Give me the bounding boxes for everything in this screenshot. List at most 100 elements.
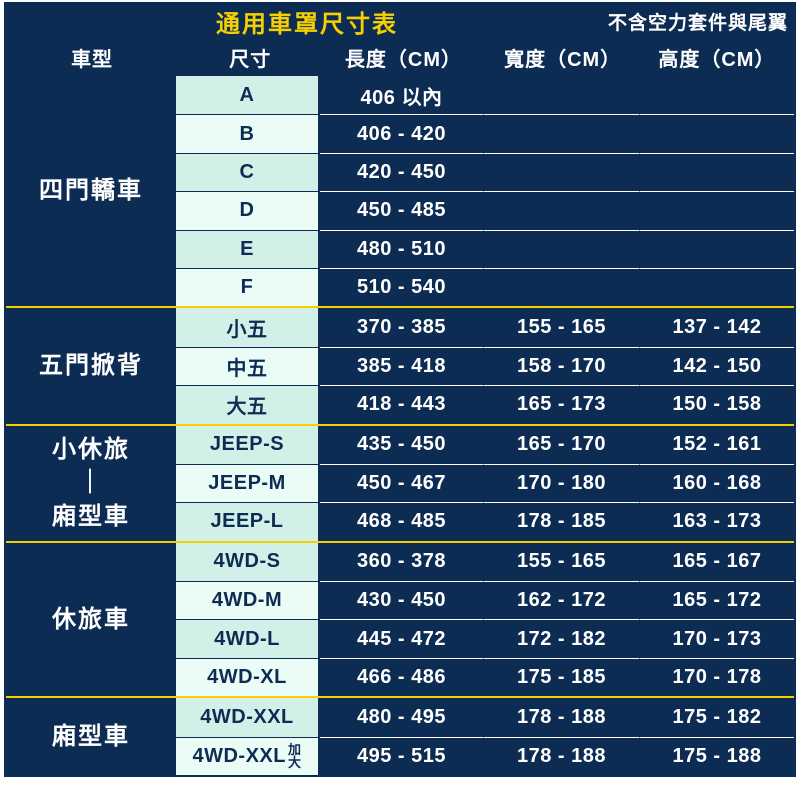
width-cell [484,76,640,114]
height-cell: 163 - 173 [640,502,794,540]
table-row: 4WD-XXL480 - 495178 - 188175 - 182 [176,698,794,736]
size-cell: 4WD-XXL [176,698,320,736]
table-row: 4WD-S360 - 378155 - 165165 - 167 [176,543,794,581]
width-cell [484,153,640,191]
length-cell: 420 - 450 [320,153,484,191]
rows-container: 4WD-S360 - 378155 - 165165 - 1674WD-M430… [176,543,794,697]
header-type: 車型 [6,38,179,76]
width-cell: 178 - 188 [484,737,640,775]
table-row: 小五370 - 385155 - 165137 - 142 [176,308,794,346]
table-row: A406 以內 [176,76,794,114]
length-cell: 418 - 443 [320,385,484,423]
height-cell: 165 - 167 [640,543,794,581]
table-row: E480 - 510 [176,230,794,268]
table-group: 四門轎車A406 以內B406 - 420C420 - 450D450 - 48… [6,76,794,306]
width-cell: 155 - 165 [484,543,640,581]
height-cell [640,191,794,229]
header-row: 車型 尺寸 長度（CM） 寬度（CM） 高度（CM） [6,38,794,76]
width-cell [484,230,640,268]
height-cell [640,114,794,152]
height-cell [640,153,794,191]
length-cell: 435 - 450 [320,426,484,464]
size-cell: A [176,76,320,114]
size-cell: C [176,153,320,191]
size-cell: 4WD-L [176,619,320,657]
height-cell: 170 - 173 [640,619,794,657]
table-title: 通用車罩尺寸表 [6,4,608,39]
table-group: 廂型車4WD-XXL480 - 495178 - 188175 - 1824WD… [6,696,794,775]
height-cell [640,268,794,306]
table-group: 五門掀背小五370 - 385155 - 165137 - 142中五385 -… [6,306,794,423]
size-cell: E [176,230,320,268]
table-row: JEEP-L468 - 485178 - 185163 - 173 [176,502,794,540]
rows-container: JEEP-S435 - 450165 - 170152 - 161JEEP-M4… [176,426,794,541]
table-row: 4WD-XXL加大495 - 515178 - 188175 - 188 [176,737,794,775]
title-row: 通用車罩尺寸表 不含空力套件與尾翼 [6,4,794,38]
type-cell: 四門轎車 [6,76,176,306]
header-length: 長度（CM） [322,38,485,76]
length-cell: 406 - 420 [320,114,484,152]
width-cell: 162 - 172 [484,581,640,619]
table-row: D450 - 485 [176,191,794,229]
height-cell: 175 - 182 [640,698,794,736]
rows-container: 4WD-XXL480 - 495178 - 188175 - 1824WD-XX… [176,698,794,775]
length-cell: 480 - 495 [320,698,484,736]
length-cell: 480 - 510 [320,230,484,268]
width-cell: 178 - 185 [484,502,640,540]
width-cell [484,268,640,306]
table-row: 4WD-L445 - 472172 - 182170 - 173 [176,619,794,657]
width-cell: 155 - 165 [484,308,640,346]
length-cell: 406 以內 [320,76,484,114]
length-cell: 510 - 540 [320,268,484,306]
height-cell: 142 - 150 [640,347,794,385]
table-row: C420 - 450 [176,153,794,191]
table-row: B406 - 420 [176,114,794,152]
length-cell: 450 - 467 [320,464,484,502]
height-cell: 165 - 172 [640,581,794,619]
size-cell: 大五 [176,385,320,423]
table-group: 小休旅｜廂型車JEEP-S435 - 450165 - 170152 - 161… [6,424,794,541]
table-row: 中五385 - 418158 - 170142 - 150 [176,347,794,385]
type-cell: 小休旅｜廂型車 [6,426,176,541]
table-row: 大五418 - 443165 - 173150 - 158 [176,385,794,423]
size-cell: 4WD-S [176,543,320,581]
width-cell: 175 - 185 [484,658,640,696]
table-group: 休旅車4WD-S360 - 378155 - 165165 - 1674WD-M… [6,541,794,697]
size-cell: 4WD-M [176,581,320,619]
height-cell: 170 - 178 [640,658,794,696]
size-cell: 4WD-XL [176,658,320,696]
length-cell: 450 - 485 [320,191,484,229]
table-row: 4WD-M430 - 450162 - 172165 - 172 [176,581,794,619]
table-row: F510 - 540 [176,268,794,306]
size-cell: JEEP-S [176,426,320,464]
table-row: JEEP-S435 - 450165 - 170152 - 161 [176,426,794,464]
size-cell: JEEP-M [176,464,320,502]
height-cell: 175 - 188 [640,737,794,775]
height-cell: 137 - 142 [640,308,794,346]
height-cell [640,230,794,268]
table-row: JEEP-M450 - 467170 - 180160 - 168 [176,464,794,502]
table-body: 四門轎車A406 以內B406 - 420C420 - 450D450 - 48… [6,76,794,775]
length-cell: 430 - 450 [320,581,484,619]
length-cell: 495 - 515 [320,737,484,775]
length-cell: 385 - 418 [320,347,484,385]
type-cell: 廂型車 [6,698,176,775]
size-cell: B [176,114,320,152]
width-cell [484,191,640,229]
size-cell: 中五 [176,347,320,385]
header-size: 尺寸 [179,38,322,76]
rows-container: 小五370 - 385155 - 165137 - 142中五385 - 418… [176,308,794,423]
rows-container: A406 以內B406 - 420C420 - 450D450 - 485E48… [176,76,794,306]
height-cell [640,76,794,114]
height-cell: 152 - 161 [640,426,794,464]
length-cell: 466 - 486 [320,658,484,696]
size-cell: F [176,268,320,306]
width-cell: 165 - 170 [484,426,640,464]
type-cell: 五門掀背 [6,308,176,423]
width-cell: 170 - 180 [484,464,640,502]
length-cell: 445 - 472 [320,619,484,657]
length-cell: 468 - 485 [320,502,484,540]
size-cell: 4WD-XXL加大 [176,737,320,775]
width-cell [484,114,640,152]
width-cell: 158 - 170 [484,347,640,385]
